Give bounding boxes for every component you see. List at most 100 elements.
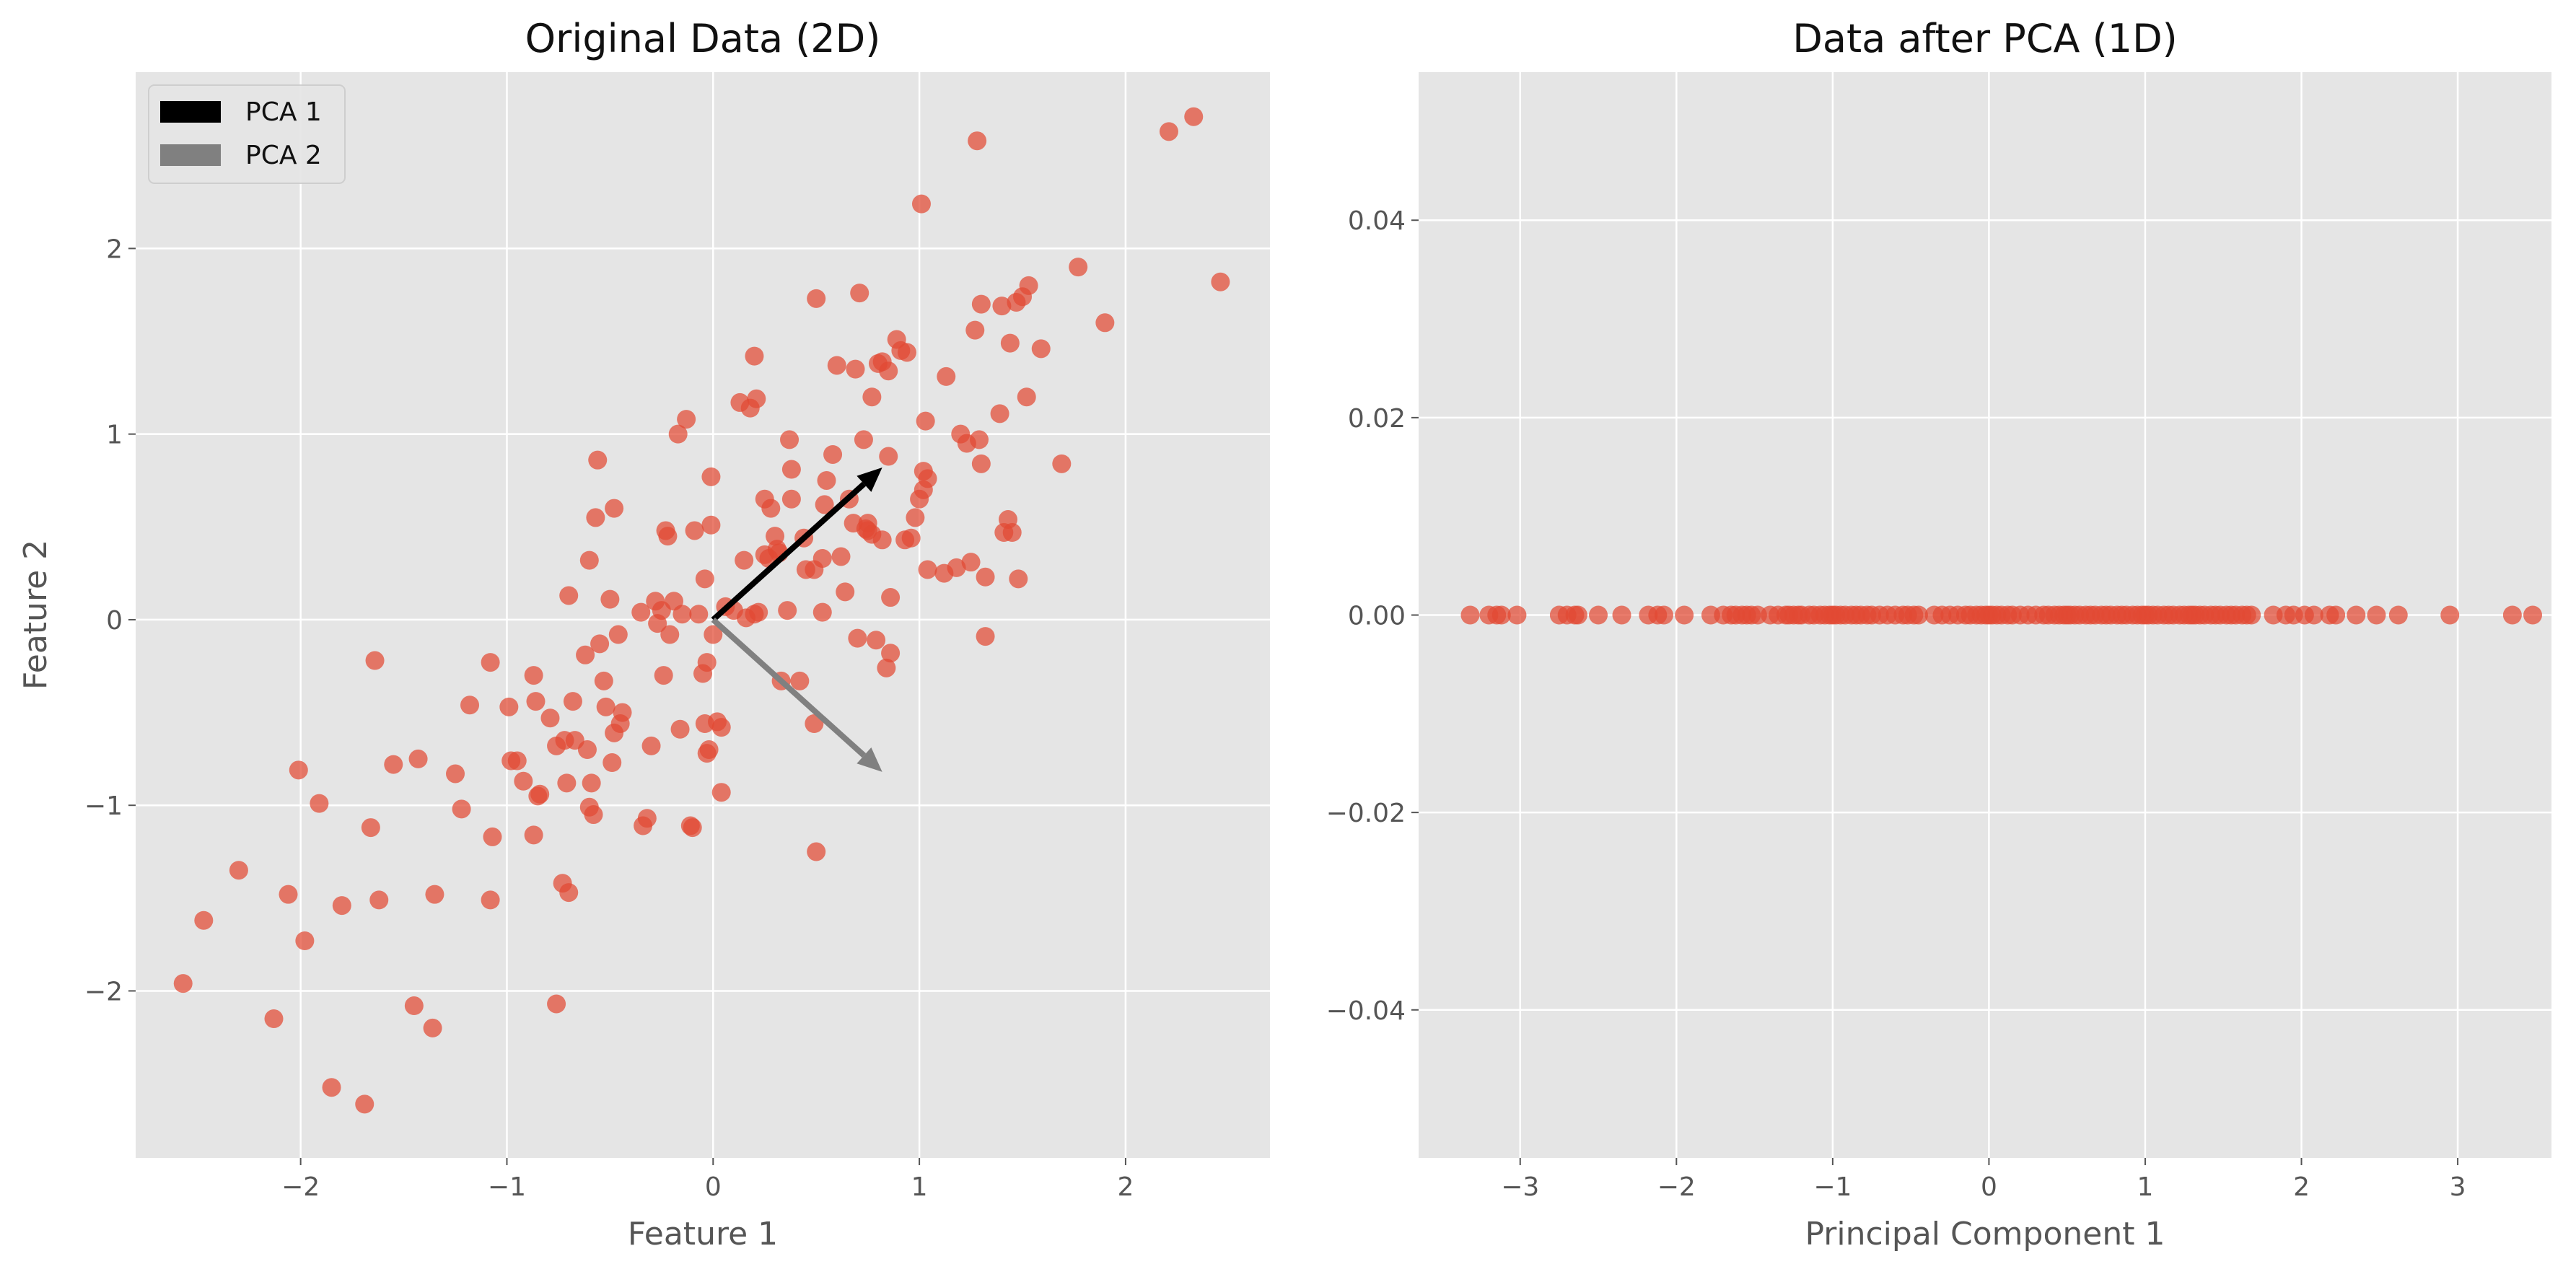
- data-point: [836, 582, 855, 602]
- data-point: [969, 430, 989, 449]
- data-point: [540, 708, 560, 728]
- data-point: [990, 404, 1009, 424]
- data-point: [194, 910, 214, 930]
- y-tick-label: 0.04: [1348, 206, 1406, 236]
- x-tick-label: −1: [488, 1172, 526, 1202]
- data-point: [588, 450, 608, 470]
- x-tick-label: 3: [2450, 1172, 2466, 1202]
- data-point: [1491, 605, 1511, 625]
- data-point: [778, 601, 797, 620]
- data-point: [1017, 387, 1036, 407]
- data-point: [812, 602, 832, 622]
- data-point: [781, 489, 801, 509]
- data-point: [2367, 605, 2386, 625]
- data-point: [704, 625, 723, 644]
- data-point: [735, 550, 754, 570]
- data-point: [310, 794, 329, 813]
- data-point: [524, 825, 543, 845]
- data-point: [918, 560, 937, 579]
- data-point: [1095, 313, 1115, 333]
- data-point: [423, 1018, 442, 1037]
- data-point: [365, 651, 385, 670]
- data-point: [1211, 272, 1230, 291]
- x-axis-label-left: Feature 1: [628, 1216, 778, 1252]
- data-point: [947, 558, 966, 577]
- arrow-pca2-head: [857, 747, 882, 772]
- data-point: [295, 931, 315, 950]
- data-point: [425, 885, 444, 904]
- data-point: [677, 410, 696, 429]
- data-point: [971, 294, 991, 314]
- data-point: [654, 666, 673, 685]
- data-point: [577, 740, 597, 760]
- chart-title-left: Original Data (2D): [525, 16, 881, 61]
- data-point: [1909, 605, 1928, 625]
- data-point: [780, 430, 799, 449]
- data-point: [559, 586, 579, 605]
- data-point: [1031, 339, 1051, 359]
- data-point: [1009, 569, 1028, 589]
- data-point: [229, 861, 248, 880]
- data-point: [817, 470, 836, 490]
- data-point: [711, 783, 731, 802]
- data-point: [2502, 605, 2522, 625]
- legend-swatch-pca1: [160, 101, 221, 123]
- scatter-points-left: [173, 107, 1230, 1114]
- data-point: [658, 527, 678, 546]
- data-point: [2523, 605, 2543, 625]
- data-point: [685, 521, 704, 540]
- data-point: [968, 131, 987, 151]
- x-axis-label-right: Principal Component 1: [1805, 1216, 2165, 1252]
- data-point: [507, 751, 527, 771]
- data-point: [901, 528, 921, 548]
- data-point: [1460, 605, 1480, 625]
- y-tick-label: 0.00: [1348, 602, 1406, 631]
- data-point: [747, 389, 766, 408]
- data-point: [781, 460, 801, 479]
- data-point: [1069, 258, 1088, 277]
- data-point: [641, 736, 661, 755]
- data-point: [827, 356, 846, 375]
- data-point: [807, 842, 826, 861]
- data-point: [613, 703, 632, 722]
- data-point: [481, 890, 500, 910]
- y-tick-label: 1: [106, 421, 123, 450]
- y-ticks-right: −0.04 −0.02 0.00 0.02 0.04: [1326, 206, 1419, 1026]
- data-point: [590, 634, 610, 654]
- data-point: [1568, 605, 1587, 625]
- y-tick-label: −1: [84, 791, 123, 821]
- data-point: [805, 714, 824, 733]
- data-point: [683, 818, 702, 838]
- chart-original-data: −2 −1 0 1 2 −2 −1 0 1 2 Original Data (2D) Featu…: [17, 16, 1270, 1252]
- legend-label-pca2: PCA 2: [245, 141, 322, 170]
- x-ticks-right: −3 −2 −1 0 1 2 3: [1501, 1158, 2466, 1202]
- data-point: [605, 499, 624, 518]
- y-axis-label-left: Feature 2: [17, 540, 54, 690]
- data-point: [1589, 605, 1608, 625]
- data-point: [584, 805, 603, 825]
- data-point: [384, 755, 403, 774]
- chart-title-right: Data after PCA (1D): [1792, 16, 2177, 61]
- data-point: [369, 890, 389, 910]
- data-point: [918, 469, 937, 488]
- data-point: [660, 625, 680, 644]
- data-point: [807, 289, 826, 308]
- data-point: [1654, 605, 1673, 625]
- data-point: [289, 760, 308, 780]
- data-point: [689, 605, 709, 624]
- data-point: [279, 885, 298, 904]
- data-point: [701, 515, 721, 535]
- data-point: [481, 653, 500, 672]
- y-tick-label: −0.02: [1326, 799, 1406, 828]
- data-point: [697, 653, 717, 672]
- data-point: [322, 1078, 341, 1097]
- data-point: [530, 784, 550, 804]
- data-point: [600, 589, 620, 609]
- y-tick-label: −2: [84, 977, 123, 1006]
- x-tick-label: −2: [1657, 1172, 1696, 1202]
- data-point: [1000, 333, 1020, 353]
- data-point: [460, 695, 480, 715]
- y-tick-label: 0.02: [1348, 404, 1406, 434]
- data-point: [582, 773, 601, 793]
